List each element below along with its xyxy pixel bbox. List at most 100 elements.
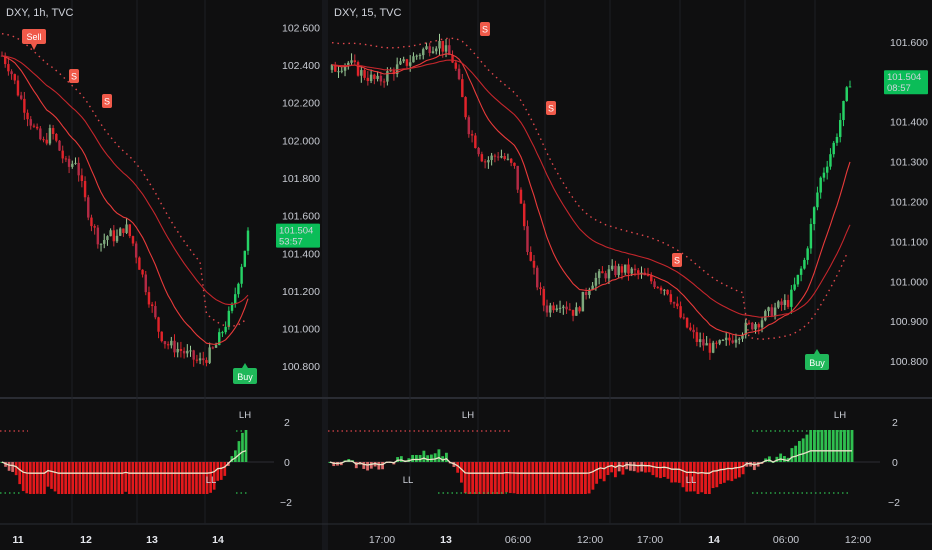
x-axis-tick-label: 17:00 bbox=[637, 534, 663, 546]
y-axis-tick-label: 102.000 bbox=[282, 135, 320, 147]
candle-body bbox=[513, 162, 516, 166]
candle-body bbox=[150, 304, 154, 307]
osc-bar bbox=[674, 462, 677, 483]
stop-signal-label: S bbox=[548, 104, 554, 114]
osc-bar bbox=[497, 462, 501, 494]
y-axis-tick-label: 101.200 bbox=[282, 286, 320, 298]
candle-body bbox=[240, 266, 243, 284]
osc-bar bbox=[655, 462, 659, 478]
candle-body bbox=[55, 134, 58, 141]
osc-bar bbox=[85, 462, 89, 494]
y-axis-tick-label: 101.800 bbox=[282, 173, 320, 185]
candle-body bbox=[783, 300, 787, 306]
y-axis-tick-label: 102.600 bbox=[282, 22, 320, 34]
candle-body bbox=[106, 236, 109, 241]
stop-signal-badge bbox=[546, 101, 556, 115]
candle-body bbox=[610, 265, 614, 270]
candle-body bbox=[516, 165, 519, 190]
candle-body bbox=[487, 160, 490, 163]
osc-axis-tick-label: 0 bbox=[892, 457, 898, 469]
y-axis-tick-label: 101.600 bbox=[890, 37, 928, 49]
candle-body bbox=[562, 306, 565, 308]
osc-bar bbox=[689, 462, 692, 492]
text-layer: 102.600 102.400 102.200 102.000 101.800 101.6… bbox=[6, 7, 928, 546]
candle-body bbox=[186, 350, 189, 354]
stop-signal-badge bbox=[102, 94, 112, 108]
osc-bar bbox=[475, 462, 478, 494]
osc-bar bbox=[625, 462, 629, 470]
osc-bar bbox=[426, 455, 430, 462]
osc-bar bbox=[505, 462, 508, 493]
osc-bar bbox=[53, 462, 57, 492]
osc-bar bbox=[113, 462, 117, 494]
candle-body bbox=[682, 317, 686, 319]
candle-body bbox=[170, 340, 173, 346]
candle-body bbox=[656, 287, 660, 289]
candle-body bbox=[109, 230, 112, 237]
osc-bar bbox=[598, 462, 602, 479]
x-axis-tick-label: 11 bbox=[12, 534, 23, 546]
candle-body bbox=[721, 339, 725, 341]
candle-body bbox=[669, 294, 673, 303]
osc-bar bbox=[81, 462, 85, 494]
osc-bar bbox=[490, 462, 493, 494]
osc-bar bbox=[790, 448, 794, 462]
sell-signal-pointer bbox=[31, 44, 37, 50]
osc-bar bbox=[546, 462, 550, 494]
osc-bar bbox=[719, 462, 722, 484]
candle-body bbox=[189, 350, 192, 352]
osc-bar bbox=[835, 430, 839, 462]
candle-body bbox=[115, 235, 119, 242]
price-badge-value: 101.504 bbox=[279, 226, 313, 237]
candle-body bbox=[702, 339, 705, 346]
osc-bar bbox=[816, 430, 820, 462]
candle-body bbox=[838, 120, 842, 137]
osc-bar bbox=[396, 457, 400, 462]
osc-bar bbox=[576, 462, 580, 494]
candle-body bbox=[480, 154, 484, 162]
candle-body bbox=[568, 309, 572, 311]
candle-body bbox=[780, 301, 783, 306]
osc-bar bbox=[14, 462, 18, 476]
candle-body bbox=[754, 324, 757, 330]
osc-bar bbox=[621, 462, 625, 475]
candle-body bbox=[138, 257, 141, 270]
osc-bar bbox=[71, 462, 75, 494]
osc-bar bbox=[557, 462, 561, 494]
candle-body bbox=[10, 71, 13, 75]
osc-bar bbox=[219, 462, 223, 480]
osc-bar bbox=[471, 462, 475, 494]
candle-body bbox=[835, 136, 839, 143]
price-badge bbox=[276, 223, 320, 248]
candle-body bbox=[539, 287, 542, 289]
osc-bar bbox=[244, 430, 248, 462]
candle-body bbox=[87, 197, 90, 218]
candle-body bbox=[192, 350, 195, 360]
candle-body bbox=[451, 54, 454, 63]
oscillator-group bbox=[328, 430, 880, 494]
candle-body bbox=[705, 343, 708, 346]
candle-body bbox=[438, 40, 441, 49]
osc-bar bbox=[722, 462, 726, 483]
osc-bar bbox=[181, 462, 184, 494]
candle-body bbox=[337, 71, 340, 73]
y-axis-tick-label: 101.200 bbox=[890, 197, 928, 209]
osc-bar bbox=[166, 462, 170, 494]
chart-title: DXY, 15, TVC bbox=[334, 7, 402, 19]
osc-bar bbox=[704, 462, 707, 494]
osc-bar bbox=[677, 462, 681, 483]
osc-bar bbox=[794, 445, 798, 462]
osc-label-ll: LL bbox=[686, 475, 697, 486]
osc-bar bbox=[18, 462, 22, 485]
osc-bar bbox=[553, 462, 557, 494]
osc-bar bbox=[117, 462, 121, 494]
candle-body bbox=[646, 275, 650, 277]
x-axis-tick-label: 13 bbox=[440, 534, 452, 546]
osc-bar bbox=[418, 454, 422, 462]
candle-body bbox=[731, 340, 734, 343]
candle-body bbox=[353, 60, 357, 63]
osc-bar bbox=[422, 450, 426, 462]
osc-bar bbox=[463, 462, 467, 494]
buy-signal-badge bbox=[805, 354, 829, 370]
price-badge bbox=[884, 70, 928, 95]
